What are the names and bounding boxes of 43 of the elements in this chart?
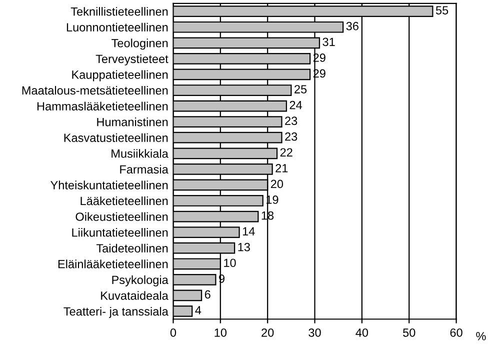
x-tick-label: 60 [450, 328, 462, 337]
y-tick-label: Terveystieteet [96, 54, 168, 66]
data-label: 6 [204, 290, 210, 299]
y-tick-label: Eläinlääketieteellinen [58, 260, 168, 268]
y-tick-label: Teologinen [112, 38, 168, 50]
x-tick-label: 20 [262, 328, 274, 337]
x-tick-label: 40 [356, 328, 368, 337]
data-label: 24 [290, 100, 302, 110]
y-tick-label: Oikeustieteellinen [76, 212, 168, 221]
data-label: 21 [276, 164, 288, 172]
y-tick-label: Lääketieteellinen [80, 196, 168, 206]
y-tick-label: Psykologia [112, 275, 168, 286]
data-label: 20 [270, 180, 284, 188]
x-tick-label: 50 [403, 328, 416, 337]
data-label: 22 [280, 148, 292, 156]
y-tick-label: Farmasia [120, 164, 168, 174]
data-label: 23 [285, 116, 298, 125]
x-tick-label: 0 [170, 328, 176, 337]
y-tick-label: Teknillistieteellinen [70, 7, 168, 16]
y-tick-label: Hammaslääketieteellinen [37, 102, 168, 110]
x-tick-label: 10 [214, 328, 227, 337]
data-label: 36 [346, 22, 358, 30]
x-axis-title: % [476, 332, 486, 340]
y-tick-label: Yhteiskuntatieteellinen [50, 180, 168, 190]
data-label: 14 [242, 227, 255, 236]
x-tick-label: 30 [308, 328, 321, 337]
y-tick-label: Luonnontieteellinen [66, 22, 168, 32]
y-tick-label: Taideteollinen [96, 244, 168, 252]
y-tick-label: Humanistinen [97, 118, 168, 126]
data-label: 4 [195, 306, 202, 314]
data-label: 23 [285, 132, 298, 141]
y-tick-label: Musiikkiala [112, 149, 168, 158]
data-label: 10 [224, 258, 236, 268]
data-label: 13 [238, 242, 250, 252]
y-tick-label: Kauppatieteellinen [72, 70, 168, 82]
y-tick-label: Maatalous-metsätieteellinen [22, 86, 168, 95]
data-label: 25 [294, 85, 307, 94]
y-tick-label: Liikuntatieteellinen [72, 228, 168, 237]
y-tick-label: Kasvatustieteellinen [64, 133, 168, 142]
y-tick-label: Teatteri- ja tanssiala [64, 306, 168, 318]
data-label: 55 [436, 6, 448, 15]
data-label: 31 [322, 38, 335, 46]
y-tick-label: Kuvataideala [101, 291, 168, 300]
